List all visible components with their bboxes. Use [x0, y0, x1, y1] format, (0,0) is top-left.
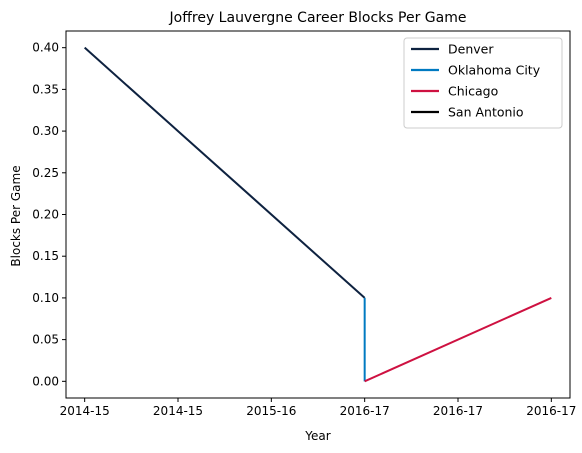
- y-tick-label: 0.20: [32, 208, 59, 222]
- x-tick-label: 2014-15: [153, 404, 203, 418]
- y-axis-label: Blocks Per Game: [9, 165, 23, 266]
- y-tick-label: 0.10: [32, 291, 59, 305]
- series-line-0: [84, 46, 366, 299]
- x-tick-label: 2016-17: [340, 404, 390, 418]
- legend-label-2: Chicago: [448, 84, 498, 99]
- y-tick-label: 0.40: [32, 41, 59, 55]
- legend-label-0: Denver: [448, 42, 494, 57]
- y-tick-label: 0.00: [32, 374, 59, 388]
- chart-title: Joffrey Lauvergne Career Blocks Per Game: [169, 10, 467, 26]
- legend-label-3: San Antonio: [448, 105, 524, 120]
- series-line-2: [364, 296, 552, 383]
- legend-label-1: Oklahoma City: [448, 63, 541, 78]
- plot-area: [84, 46, 552, 383]
- x-tick-label: 2016-17: [526, 404, 576, 418]
- y-tick-label: 0.25: [32, 166, 59, 180]
- axes: 2014-15 2014-15 2015-16 2016-17 2016-17 2016-…: [32, 30, 576, 418]
- y-tick-label: 0.05: [32, 333, 59, 347]
- y-tick-label: 0.15: [32, 249, 59, 263]
- y-tick-label: 0.30: [32, 124, 59, 138]
- y-tick-label: 0.35: [32, 82, 59, 96]
- x-tick-label: 2014-15: [60, 404, 110, 418]
- x-axis-label: Year: [304, 429, 330, 443]
- x-tick-label: 2016-17: [433, 404, 483, 418]
- legend: Denver Oklahoma City Chicago San Antonio: [403, 37, 563, 129]
- x-tick-label: 2015-16: [246, 404, 296, 418]
- legend-box: [403, 37, 563, 129]
